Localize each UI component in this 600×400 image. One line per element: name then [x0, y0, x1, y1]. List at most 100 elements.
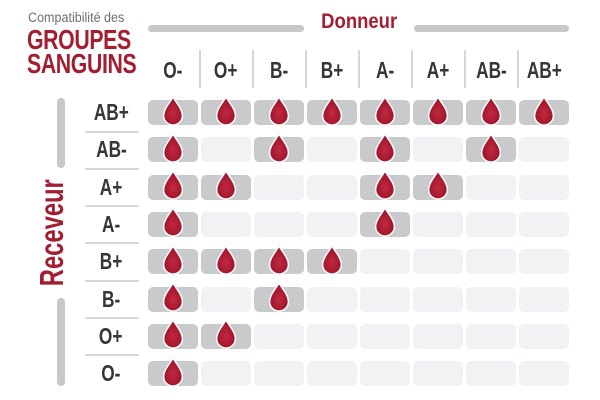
cell-receiver-B+-donor-A-	[360, 249, 410, 275]
blood-drop-icon	[374, 170, 396, 200]
blood-drop-icon	[427, 95, 449, 126]
row-label-text: O-	[101, 360, 121, 387]
cell-receiver-AB--donor-B+	[307, 137, 357, 163]
cell-receiver-O+-donor-A-	[360, 323, 410, 349]
blood-drop-icon	[162, 132, 184, 163]
row-label-text: B-	[101, 285, 121, 312]
row-label-text: B+	[99, 248, 123, 275]
cell-receiver-A+-donor-O-	[148, 170, 198, 200]
column-header-A-: A-	[360, 54, 410, 86]
column-header-O-: O-	[148, 54, 198, 86]
cell-receiver-B--donor-AB-	[466, 286, 516, 312]
cell-receiver-A--donor-AB+	[519, 211, 569, 237]
cell-receiver-A+-donor-A+	[413, 170, 463, 200]
cell-receiver-A+-donor-AB-	[466, 174, 516, 200]
column-header-separator	[198, 50, 201, 88]
blood-drop-icon	[321, 95, 343, 126]
cell-receiver-A--donor-AB-	[466, 211, 516, 237]
blood-drop-icon	[427, 170, 449, 200]
row-label-separator	[85, 317, 139, 319]
cell-receiver-A+-donor-A-	[360, 170, 410, 200]
blood-drop-icon	[215, 170, 237, 200]
blood-drop-icon	[374, 207, 396, 238]
blood-drop-icon	[374, 95, 396, 126]
cell-receiver-B--donor-AB+	[519, 286, 569, 312]
cell-receiver-B+-donor-AB+	[519, 249, 569, 275]
cell-receiver-O--donor-B+	[307, 361, 357, 387]
cell-receiver-AB+-donor-B-	[254, 95, 304, 126]
cell-receiver-O+-donor-B-	[254, 323, 304, 349]
cell-receiver-B+-donor-A+	[413, 249, 463, 275]
cell-receiver-AB+-donor-O-	[148, 95, 198, 126]
cell-receiver-B+-donor-B+	[307, 244, 357, 275]
chart-subtitle: Compatibilité des	[28, 10, 125, 25]
cell-receiver-AB+-donor-AB-	[466, 95, 516, 126]
cell-receiver-AB--donor-O-	[148, 132, 198, 163]
column-header-separator	[357, 50, 360, 88]
cell-receiver-O--donor-AB+	[519, 361, 569, 387]
row-label-separator	[85, 167, 139, 170]
column-header-separator	[516, 50, 519, 88]
cell-receiver-O--donor-O-	[148, 356, 198, 387]
cell-receiver-O--donor-O+	[201, 361, 251, 387]
cell-receiver-A+-donor-AB+	[519, 174, 569, 200]
row-label-AB+: AB+	[85, 99, 137, 125]
cell-receiver-A--donor-O-	[148, 207, 198, 238]
receiver-axis-bar-top	[57, 98, 65, 168]
column-header-label: AB-	[475, 56, 507, 83]
column-header-B-: B-	[254, 54, 304, 86]
cell-receiver-O+-donor-O-	[148, 319, 198, 350]
row-label-text: AB+	[93, 99, 129, 125]
cell-receiver-A+-donor-B-	[254, 174, 304, 200]
cell-receiver-B--donor-B-	[254, 282, 304, 312]
row-label-O-: O-	[85, 360, 137, 387]
row-label-O+: O+	[85, 323, 137, 349]
blood-drop-icon	[162, 282, 184, 312]
row-label-separator	[85, 279, 139, 282]
cell-receiver-A+-donor-B+	[307, 174, 357, 200]
blood-drop-icon	[162, 356, 184, 387]
cell-receiver-A--donor-B+	[307, 211, 357, 237]
cell-receiver-AB+-donor-B+	[307, 95, 357, 126]
blood-drop-icon	[480, 132, 502, 163]
blood-drop-icon	[215, 95, 237, 126]
cell-receiver-O+-donor-O+	[201, 319, 251, 350]
column-header-label: O-	[163, 56, 183, 83]
column-header-label: A+	[426, 56, 450, 83]
cell-receiver-AB--donor-AB+	[519, 137, 569, 163]
blood-drop-icon	[321, 244, 343, 275]
blood-drop-icon	[268, 132, 290, 163]
row-label-separator	[85, 242, 139, 245]
cell-receiver-AB--donor-AB-	[466, 132, 516, 163]
cell-receiver-A+-donor-O+	[201, 170, 251, 200]
blood-drop-icon	[162, 170, 184, 200]
blood-drop-icon	[374, 132, 396, 163]
chart-title-line-2: SANGUINS	[27, 48, 137, 79]
cell-receiver-AB+-donor-A+	[413, 95, 463, 126]
donor-axis-label: Donneur	[321, 10, 397, 33]
blood-drop-icon	[215, 319, 237, 350]
cell-receiver-O+-donor-AB+	[519, 323, 569, 349]
blood-drop-icon	[162, 95, 184, 126]
column-header-label: B-	[269, 56, 289, 83]
cell-receiver-AB--donor-A+	[413, 137, 463, 163]
blood-drop-icon	[533, 95, 555, 126]
donor-axis-bar-right	[414, 25, 569, 32]
row-label-separator	[85, 354, 139, 357]
cell-receiver-B--donor-B+	[307, 286, 357, 312]
column-header-B+: B+	[307, 54, 357, 86]
row-label-text: AB-	[95, 136, 127, 163]
cell-receiver-AB+-donor-O+	[201, 95, 251, 126]
cell-receiver-AB--donor-A-	[360, 132, 410, 163]
row-label-A-: A-	[85, 211, 137, 237]
cell-receiver-O+-donor-AB-	[466, 323, 516, 349]
cell-receiver-A--donor-A-	[360, 207, 410, 238]
cell-receiver-O+-donor-A+	[413, 323, 463, 349]
chart-title-line-1: GROUPES	[27, 24, 131, 55]
cell-receiver-AB+-donor-AB+	[519, 95, 569, 126]
cell-receiver-B--donor-O-	[148, 282, 198, 312]
cell-receiver-O--donor-A-	[360, 361, 410, 387]
row-label-A+: A+	[85, 174, 137, 200]
blood-drop-icon	[215, 244, 237, 275]
column-header-label: B+	[320, 56, 344, 83]
